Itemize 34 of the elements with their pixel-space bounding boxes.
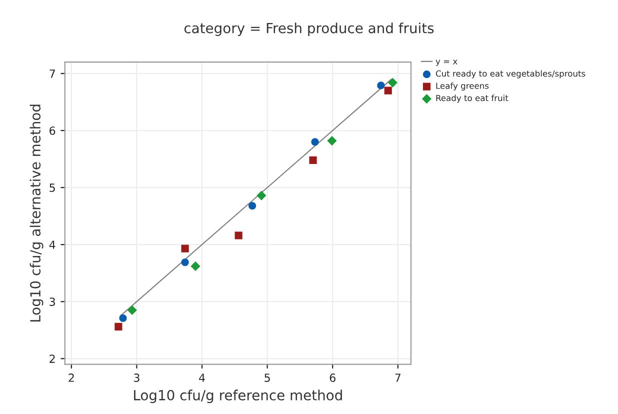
x-tick-label: 4 — [199, 374, 205, 382]
y-tick-label: 7 — [50, 70, 55, 78]
point — [181, 244, 189, 252]
y-tick-label: 5 — [50, 184, 55, 192]
y-tick-label: 2 — [50, 354, 55, 363]
point — [377, 82, 385, 90]
x-tick-label: 5 — [264, 374, 270, 382]
point — [384, 86, 392, 94]
chart-title: category = Fresh produce and fruits — [184, 22, 434, 36]
point — [127, 305, 137, 315]
legend-label: Leafy greens — [436, 82, 489, 91]
point — [256, 190, 266, 200]
legend-label: y = x — [436, 60, 458, 66]
y-axis-title: Log10 cfu/g alternative method — [30, 104, 44, 322]
point — [114, 322, 122, 330]
point — [327, 136, 337, 146]
point — [190, 261, 200, 272]
point — [309, 156, 317, 164]
point — [248, 202, 256, 210]
point — [234, 232, 242, 240]
point — [119, 314, 127, 322]
x-tick-label: 7 — [395, 374, 400, 382]
legend-label: Cut ready to eat vegetables/sprouts — [436, 70, 586, 78]
point — [388, 78, 398, 88]
y-tick-label: 4 — [49, 240, 56, 249]
x-tick-label: 2 — [68, 374, 74, 382]
legend-label: Ready to eat fruit — [436, 94, 508, 103]
x-tick-label: 6 — [330, 374, 336, 382]
x-axis-title: Log10 cfu/g reference method — [134, 390, 342, 404]
y-tick-label: 3 — [50, 298, 55, 306]
y-tick-label: 6 — [50, 126, 56, 135]
x-tick-label: 3 — [134, 374, 140, 382]
point — [311, 138, 319, 146]
point — [181, 258, 189, 266]
